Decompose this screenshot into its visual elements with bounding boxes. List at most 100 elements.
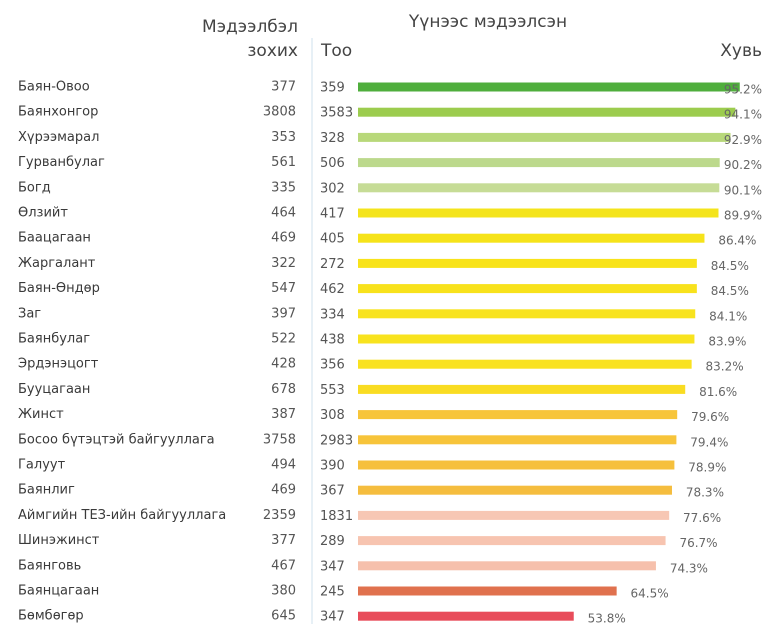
required-value: 561 (271, 155, 296, 170)
row-label: Галуут (18, 458, 66, 473)
value-label: 53.8% (588, 612, 626, 624)
required-value: 335 (271, 180, 296, 195)
count-value: 506 (320, 156, 345, 171)
value-label: 78.9% (688, 461, 726, 475)
percent-header: Хувь (720, 41, 762, 61)
bar (358, 183, 720, 193)
row-label: Баян-Өндөр (18, 281, 100, 296)
bar (358, 460, 675, 470)
required-value: 377 (271, 533, 296, 548)
bar (358, 359, 692, 369)
row-label: Өлзийт (18, 206, 68, 221)
row-label: Баянбулаг (18, 332, 90, 347)
row-label: Заг (18, 306, 41, 321)
required-value: 469 (271, 231, 296, 246)
required-value: 467 (271, 558, 296, 573)
required-value: 380 (271, 584, 296, 599)
count-value: 390 (320, 459, 345, 474)
count-value: 245 (320, 585, 345, 600)
count-value: 1831 (320, 509, 353, 524)
required-value: 353 (271, 130, 296, 145)
row-label: Баянцагаан (18, 584, 99, 599)
value-label: 74.3% (670, 561, 708, 575)
bar (358, 132, 731, 142)
bar (358, 410, 678, 420)
bar (358, 208, 719, 218)
row-label: Эрдэнэцогт (18, 357, 99, 372)
row-label: Баянговь (18, 558, 81, 573)
value-label: 83.9% (708, 335, 746, 349)
count-value: 553 (320, 383, 345, 398)
required-value: 387 (271, 407, 296, 422)
value-label: 76.7% (679, 536, 717, 550)
required-value: 377 (271, 80, 296, 95)
count-value: 356 (320, 358, 345, 373)
count-value: 289 (320, 534, 345, 549)
bar (358, 309, 696, 319)
count-value: 272 (320, 257, 345, 272)
required-value: 3758 (263, 432, 296, 447)
count-value: 462 (320, 282, 345, 297)
row-label: Босоо бүтэцтэй байгууллага (18, 432, 215, 447)
bar (358, 611, 574, 621)
value-label: 78.3% (686, 486, 724, 500)
required-value: 494 (271, 458, 296, 473)
value-label: 92.9% (724, 133, 762, 147)
value-label: 84.5% (711, 259, 749, 273)
row-label: Жаргалант (18, 256, 96, 271)
row-label: Бөмбөгөр (18, 609, 84, 624)
bar (358, 233, 705, 243)
value-label: 90.1% (724, 183, 762, 197)
required-value: 645 (271, 609, 296, 624)
bar (358, 536, 666, 546)
bar (358, 158, 720, 168)
row-label: Жинст (18, 407, 64, 422)
required-value: 2359 (263, 508, 296, 523)
value-label: 90.2% (724, 158, 762, 172)
bar (358, 284, 697, 294)
row-label: Гурванбулаг (18, 155, 105, 170)
count-value: 3583 (320, 106, 353, 121)
bar (358, 435, 677, 445)
required-value: 3808 (263, 105, 296, 120)
value-label: 84.1% (709, 309, 747, 323)
bar (358, 384, 686, 394)
value-label: 83.2% (706, 360, 744, 374)
row-label: Баян-Овоо (18, 80, 90, 95)
count-value: 302 (320, 181, 345, 196)
bar (358, 586, 617, 596)
required-value: 428 (271, 357, 296, 372)
required-header: зохих (247, 41, 298, 61)
required-value: 397 (271, 306, 296, 321)
count-value: 308 (320, 408, 345, 423)
bar (358, 107, 736, 117)
value-label: 89.9% (724, 209, 762, 223)
value-label: 64.5% (631, 587, 669, 601)
required-value: 678 (271, 382, 296, 397)
required-header: Мэдээлбэл (202, 17, 298, 37)
row-label: Богд (18, 180, 51, 195)
row-label: Баацагаан (18, 231, 91, 246)
count-value: 328 (320, 131, 345, 146)
value-label: 79.4% (690, 435, 728, 449)
bar (358, 485, 672, 495)
count-value: 359 (320, 81, 345, 96)
row-label: Шинэжинст (18, 533, 100, 548)
value-label: 81.6% (699, 385, 737, 399)
required-value: 464 (271, 206, 296, 221)
row-label: Аймгийн ТЕЗ-ийн байгууллага (18, 508, 226, 523)
count-header: Тоо (320, 41, 352, 61)
row-label: Баянлиг (18, 483, 75, 498)
count-value: 334 (320, 307, 345, 322)
value-label: 79.6% (691, 410, 729, 424)
count-value: 438 (320, 333, 345, 348)
bar (358, 82, 740, 92)
required-value: 322 (271, 256, 296, 271)
value-label: 94.1% (724, 108, 762, 122)
required-value: 469 (271, 483, 296, 498)
value-label: 95.2% (724, 83, 762, 97)
value-label: 86.4% (718, 234, 756, 248)
count-value: 347 (320, 610, 345, 624)
bar (358, 334, 695, 344)
